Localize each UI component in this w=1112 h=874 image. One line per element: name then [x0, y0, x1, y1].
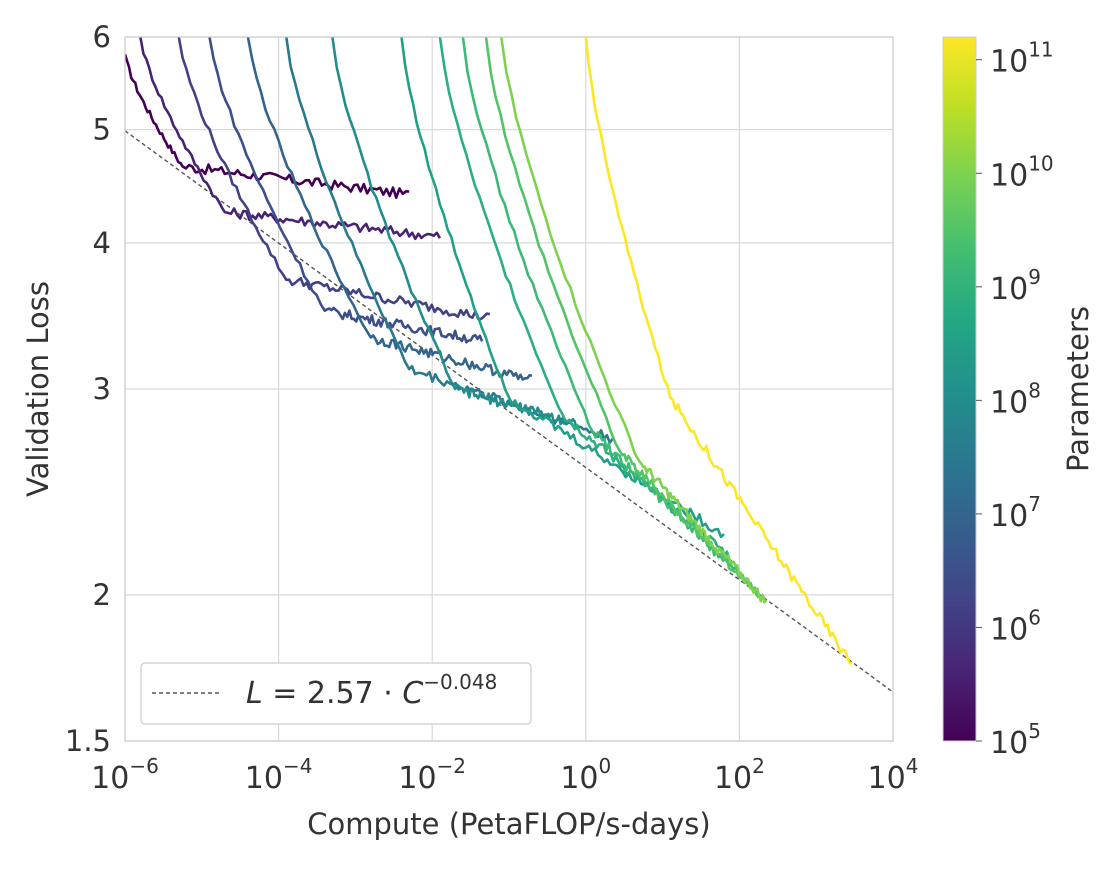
colorbar-tick-label: 1010	[990, 151, 1054, 193]
legend-box	[140, 662, 532, 725]
series-line	[177, 37, 491, 321]
colorbar-tick-label: 107	[990, 492, 1041, 534]
x-tick-label: 10−2	[398, 754, 466, 796]
legend-eq: = 2.57 ·	[263, 676, 403, 711]
colorbar-tick-label: 108	[990, 378, 1041, 420]
y-tick-label: 1.5	[65, 724, 111, 758]
legend-lhs: L	[246, 676, 263, 711]
series-line	[246, 37, 533, 381]
legend-exp: −0.048	[423, 670, 497, 694]
y-tick-label: 4	[93, 226, 111, 260]
series-line	[500, 37, 768, 604]
series-line	[584, 37, 852, 666]
x-tick-label: 102	[714, 754, 765, 796]
colorbar-tick-label: 105	[990, 719, 1041, 761]
series-line	[208, 37, 484, 344]
series-line	[125, 53, 410, 199]
colorbar-gradient	[942, 36, 977, 742]
y-tick-label: 2	[93, 578, 111, 612]
y-tick-label: 3	[93, 372, 111, 406]
x-tick-label: 104	[868, 754, 919, 796]
colorbar-tick-label: 106	[990, 605, 1041, 647]
colorbar: 105 106 107 108 109 1010 1011 Parameters	[942, 36, 1095, 761]
series-line	[400, 37, 725, 539]
series-layer	[125, 37, 852, 666]
y-tick-label: 6	[93, 20, 111, 54]
series-line	[331, 37, 579, 430]
y-tick-label: 5	[93, 113, 111, 147]
x-axis-label: Compute (PetaFLOP/s-days)	[307, 807, 710, 841]
x-tick-label: 10−6	[91, 754, 159, 796]
y-tick-labels: 1.5 2 3 4 5 6	[65, 20, 111, 758]
colorbar-tick-label: 109	[990, 265, 1041, 307]
y-axis-label: Validation Loss	[21, 281, 55, 497]
fit-line-layer	[125, 130, 893, 693]
colorbar-label: Parameters	[1061, 306, 1095, 472]
grid	[124, 36, 894, 742]
x-tick-label: 100	[560, 754, 611, 796]
plot-frame	[124, 36, 894, 742]
legend-fit-label: L = 2.57 · C−0.048	[246, 670, 497, 711]
fit-line	[125, 130, 893, 693]
x-tick-labels: 10−6 10−4 10−2 100 102 104	[91, 754, 918, 796]
legend: L = 2.57 · C−0.048	[140, 662, 532, 725]
series-line	[139, 37, 442, 241]
legend-var: C	[402, 676, 423, 711]
x-tick-label: 10−4	[245, 754, 313, 796]
colorbar-tick-labels: 105 106 107 108 109 1010 1011	[976, 38, 1054, 761]
colorbar-tick-label: 1011	[990, 38, 1054, 80]
